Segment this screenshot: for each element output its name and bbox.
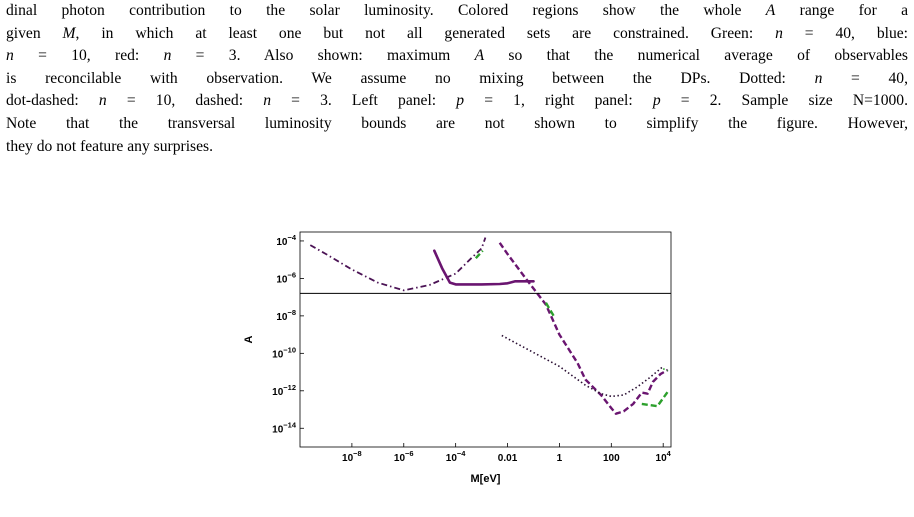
y-tick-label-6: 10−14 [272, 420, 297, 435]
series-line-dotted-8 [662, 368, 669, 372]
figure-caption: dinal photon contribution to the solar l… [6, 0, 908, 158]
x-tick-label-1: 10−8 [342, 449, 362, 464]
caption-line-4: is reconcilable with observation. We ass… [6, 69, 908, 87]
y-tick-label-4: 10−10 [272, 345, 296, 360]
caption-line-7: they do not feature any surprises. [6, 137, 213, 155]
x-tick-label-2: 10−6 [394, 449, 414, 464]
series-line-dotdash-1 [309, 237, 487, 292]
series-line-dashed-6 [641, 391, 669, 408]
log-log-plot: 10−8 10−6 10−4 0.01 1 100 104 10−4 10−6 10−8 10−1… [243, 231, 672, 485]
y-axis-ticks: 10−4 10−6 10−8 10−10 10−12 10−14 [272, 233, 304, 435]
caption-line-6: Note that the transversal luminosity bou… [6, 114, 908, 132]
y-tick-label-2: 10−6 [276, 270, 296, 285]
series-line-dashed-5 [544, 302, 555, 317]
y-tick-label-3: 10−8 [276, 308, 296, 323]
plot-frame [299, 231, 672, 448]
x-tick-label-6: 100 [603, 453, 620, 464]
caption-line-1: dinal photon contribution to the solar l… [6, 2, 908, 19]
x-tick-label-7: 104 [656, 449, 672, 464]
series-line-dashed-4 [498, 242, 669, 415]
caption-line-3: n = 10, red: n = 3. Also shown: maximum … [6, 47, 908, 65]
series-line-dotted-7 [501, 334, 664, 398]
plot-figure: 10−8 10−6 10−4 0.01 1 100 104 10−4 10−6 10−8 10−1… [232, 226, 672, 501]
x-axis-ticks: 10−8 10−6 10−4 0.01 1 100 104 [342, 443, 672, 464]
caption-line-5: dot-dashed: n = 10, dashed: n = 3. Left … [6, 92, 908, 110]
y-tick-label-5: 10−12 [272, 383, 296, 398]
series-layer [309, 237, 669, 415]
y-tick-label-1: 10−4 [276, 233, 297, 248]
x-tick-label-3: 10−4 [446, 449, 467, 464]
y-axis-label: A [243, 335, 255, 343]
x-tick-label-4: 0.01 [498, 453, 518, 464]
x-axis-label: M[eV] [471, 473, 501, 485]
series-line-solid-3 [433, 249, 535, 286]
caption-line-2: given M, in which at least one but not a… [6, 24, 908, 42]
series-line-dashed-2 [474, 249, 484, 260]
x-tick-label-5: 1 [557, 453, 563, 464]
